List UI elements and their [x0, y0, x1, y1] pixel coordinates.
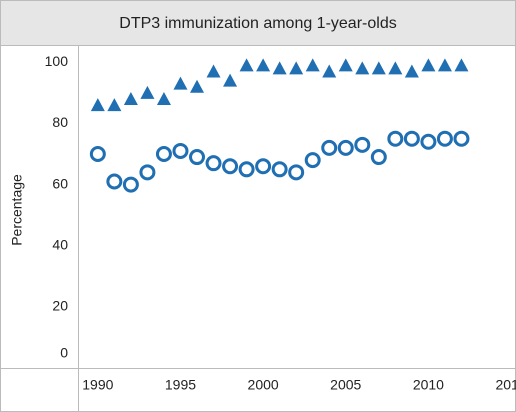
circle-marker	[354, 136, 371, 153]
circle-marker	[453, 130, 470, 147]
circle-marker	[122, 176, 139, 193]
title-bar	[0, 0, 516, 46]
triangle-marker	[322, 64, 337, 78]
circle-marker	[288, 164, 305, 181]
triangle-marker	[107, 98, 122, 112]
circle-marker	[106, 173, 123, 190]
circle-marker	[172, 142, 189, 159]
circle-marker	[155, 146, 172, 162]
y-tick-label: 60	[52, 175, 68, 191]
triangle-marker	[223, 73, 238, 87]
y-tick-label: 80	[52, 114, 68, 130]
triangle-marker	[421, 58, 436, 72]
y-tick-label: 40	[52, 236, 68, 252]
circle-marker	[304, 152, 321, 169]
triangle-marker	[173, 76, 188, 90]
triangle-marker	[156, 91, 171, 105]
y-tick-label: 0	[60, 345, 68, 361]
triangle-marker	[140, 85, 155, 99]
triangle-marker	[305, 58, 320, 72]
circle-marker	[222, 158, 239, 175]
circle-marker	[205, 155, 222, 172]
x-tick-label: 2005	[330, 377, 361, 393]
circle-marker	[139, 164, 156, 181]
circle-marker	[420, 133, 437, 150]
x-tick-label: 2015	[495, 377, 516, 393]
circle-marker	[436, 130, 453, 147]
x-tick-label: 1990	[82, 377, 113, 393]
chart-title: DTP3 immunization among 1-year-olds	[119, 15, 396, 32]
triangle-marker	[256, 58, 271, 72]
triangle-marker	[289, 61, 304, 75]
triangle-marker	[206, 64, 221, 78]
triangle-marker	[239, 58, 254, 72]
y-tick-label: 20	[52, 298, 68, 314]
triangle-marker	[371, 61, 386, 75]
circle-marker	[89, 146, 106, 162]
triangle-marker	[355, 61, 370, 75]
circle-marker	[387, 130, 404, 147]
circle-marker	[255, 158, 272, 175]
circle-marker	[370, 149, 387, 166]
triangle-marker	[404, 64, 419, 78]
x-tick-label: 1995	[165, 377, 196, 393]
x-tick-label: 2000	[248, 377, 279, 393]
triangle-marker	[338, 58, 353, 72]
y-axis-label: Percentage	[9, 174, 25, 246]
circle-marker	[189, 149, 206, 166]
triangle-marker	[190, 79, 205, 93]
triangle-marker	[123, 91, 138, 105]
triangle-marker	[454, 58, 469, 72]
circle-marker	[238, 161, 255, 178]
x-tick-label: 2010	[413, 377, 444, 393]
circle-marker	[403, 130, 420, 147]
triangle-marker	[272, 61, 287, 75]
triangle-marker	[388, 61, 403, 75]
triangle-marker	[90, 98, 105, 112]
circle-marker	[337, 139, 354, 156]
circle-marker	[271, 161, 288, 178]
triangle-marker	[437, 58, 452, 72]
y-tick-label: 100	[45, 53, 69, 69]
circle-marker	[321, 139, 338, 156]
